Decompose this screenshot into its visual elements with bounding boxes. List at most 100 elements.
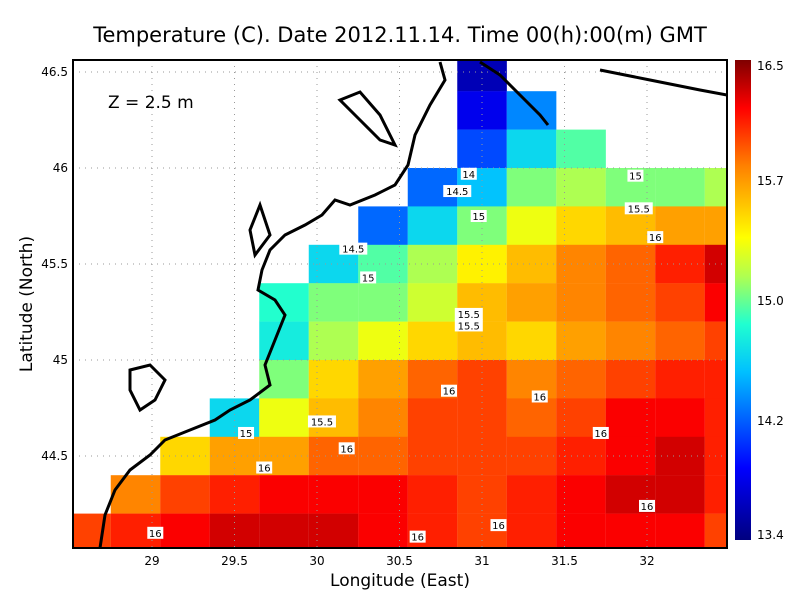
heatmap-cell — [506, 513, 557, 548]
contour-label-box — [531, 390, 548, 403]
contour-label-box — [647, 231, 664, 244]
contour-label: 15 — [240, 429, 253, 440]
heatmap-cell — [704, 283, 727, 322]
heatmap-cells — [73, 60, 727, 548]
heatmap-cell — [655, 513, 705, 548]
heatmap-cell — [407, 398, 458, 437]
contour-label: 15 — [629, 172, 642, 183]
heatmap-cell — [556, 206, 606, 245]
heatmap-cell — [605, 398, 656, 437]
gridlines — [73, 60, 727, 548]
contour-label: 15 — [472, 212, 485, 223]
y-tick-label: 46.5 — [41, 65, 68, 79]
y-tick-label: 45 — [53, 353, 68, 367]
x-tick-label: 29 — [144, 554, 159, 568]
heatmap-cell — [556, 436, 606, 476]
heatmap-cell — [358, 360, 408, 399]
colorbar-label: 16.5 — [757, 59, 784, 73]
contour-label-box — [592, 426, 609, 439]
heatmap-cell — [506, 360, 557, 399]
colorbar-label: 13.4 — [757, 528, 784, 542]
contour-label-box — [307, 415, 336, 428]
contour-label: 15.5 — [458, 310, 480, 321]
heatmap-cell — [407, 283, 458, 322]
heatmap-cell — [407, 436, 458, 476]
contour-label: 16 — [340, 444, 353, 455]
heatmap-cell — [358, 283, 408, 322]
heatmap-cell — [506, 436, 557, 476]
contour-label: 15.5 — [458, 321, 480, 332]
heatmap-cell — [556, 513, 606, 548]
heatmap-cell — [704, 398, 727, 437]
depth-annotation: Z = 2.5 m — [108, 93, 194, 113]
contour-label-box — [147, 526, 164, 539]
heatmap-cell — [308, 475, 359, 514]
heatmap-cell — [160, 475, 210, 514]
heatmap-cell — [556, 168, 606, 207]
heatmap-cell — [209, 475, 260, 514]
contour-label-box — [338, 442, 355, 455]
heatmap-cell — [655, 436, 705, 476]
contour-label: 16 — [533, 392, 546, 403]
contour-label: 14 — [462, 170, 475, 181]
contour-label: 16 — [641, 502, 654, 513]
heatmap-cell — [556, 360, 606, 399]
heatmap-cell — [358, 206, 408, 245]
coastline — [98, 60, 727, 548]
heatmap-cell — [655, 283, 705, 322]
heatmap-cell — [655, 475, 705, 514]
contour-label: 14.5 — [446, 187, 468, 198]
heatmap-cell — [556, 475, 606, 514]
contour-label-box — [441, 384, 457, 397]
contour-label: 15.5 — [311, 417, 333, 428]
heatmap-cell — [506, 244, 557, 284]
x-tick-label: 30 — [309, 554, 324, 568]
heatmap-cell — [556, 244, 606, 284]
contour-label-box — [360, 271, 377, 284]
heatmap-cell — [506, 398, 557, 437]
heatmap-cell — [704, 475, 727, 514]
heatmap-cell — [110, 475, 161, 514]
contour-label: 14.5 — [342, 245, 364, 256]
y-axis-label: Latitude (North) — [17, 236, 37, 372]
contour-label-box — [639, 499, 655, 512]
heatmap-cell — [358, 398, 408, 437]
heatmap-cell — [407, 244, 458, 284]
y-tick-label: 46 — [53, 161, 68, 175]
heatmap-cell — [704, 206, 727, 245]
contour-label-box — [490, 519, 507, 532]
heatmap-cell — [407, 475, 458, 514]
x-axis-label: Longitude (East) — [330, 571, 470, 591]
contour-label-box — [256, 461, 273, 474]
x-tick-label: 31.5 — [551, 554, 578, 568]
heatmap-cell — [506, 206, 557, 245]
contour-label: 16 — [411, 533, 424, 544]
heatmap-cell — [259, 475, 309, 514]
heatmap-cell — [457, 360, 507, 399]
heatmap-cell — [704, 360, 727, 399]
heatmap-cell — [259, 321, 309, 361]
y-tick-label: 45.5 — [41, 257, 68, 271]
heatmap-cell — [655, 168, 705, 207]
heatmap-cell — [506, 168, 557, 207]
heatmap-cell — [605, 321, 656, 361]
contour-label-box — [454, 319, 483, 332]
heatmap-cell — [358, 475, 408, 514]
heatmap-cell — [655, 398, 705, 437]
heatmap-cell — [457, 398, 507, 437]
heatmap-cell — [704, 321, 727, 361]
heatmap-cell — [605, 283, 656, 322]
plot-frame — [72, 59, 728, 549]
chart-title: Temperature (C). Date 2012.11.14. Time 0… — [92, 23, 707, 47]
x-tick-label: 31 — [474, 554, 489, 568]
heatmap-cell — [358, 436, 408, 476]
contour-label: 16 — [492, 521, 505, 532]
heatmap-cell — [556, 129, 606, 169]
x-ticks: 29 29.5 30 30.5 31 31.5 32 — [144, 554, 654, 568]
heatmap-cell — [457, 129, 507, 169]
heatmap-cell — [457, 91, 507, 130]
contour-label: 15 — [362, 273, 375, 284]
contour-label: 16 — [594, 429, 607, 440]
contour-label: 16 — [649, 233, 662, 244]
